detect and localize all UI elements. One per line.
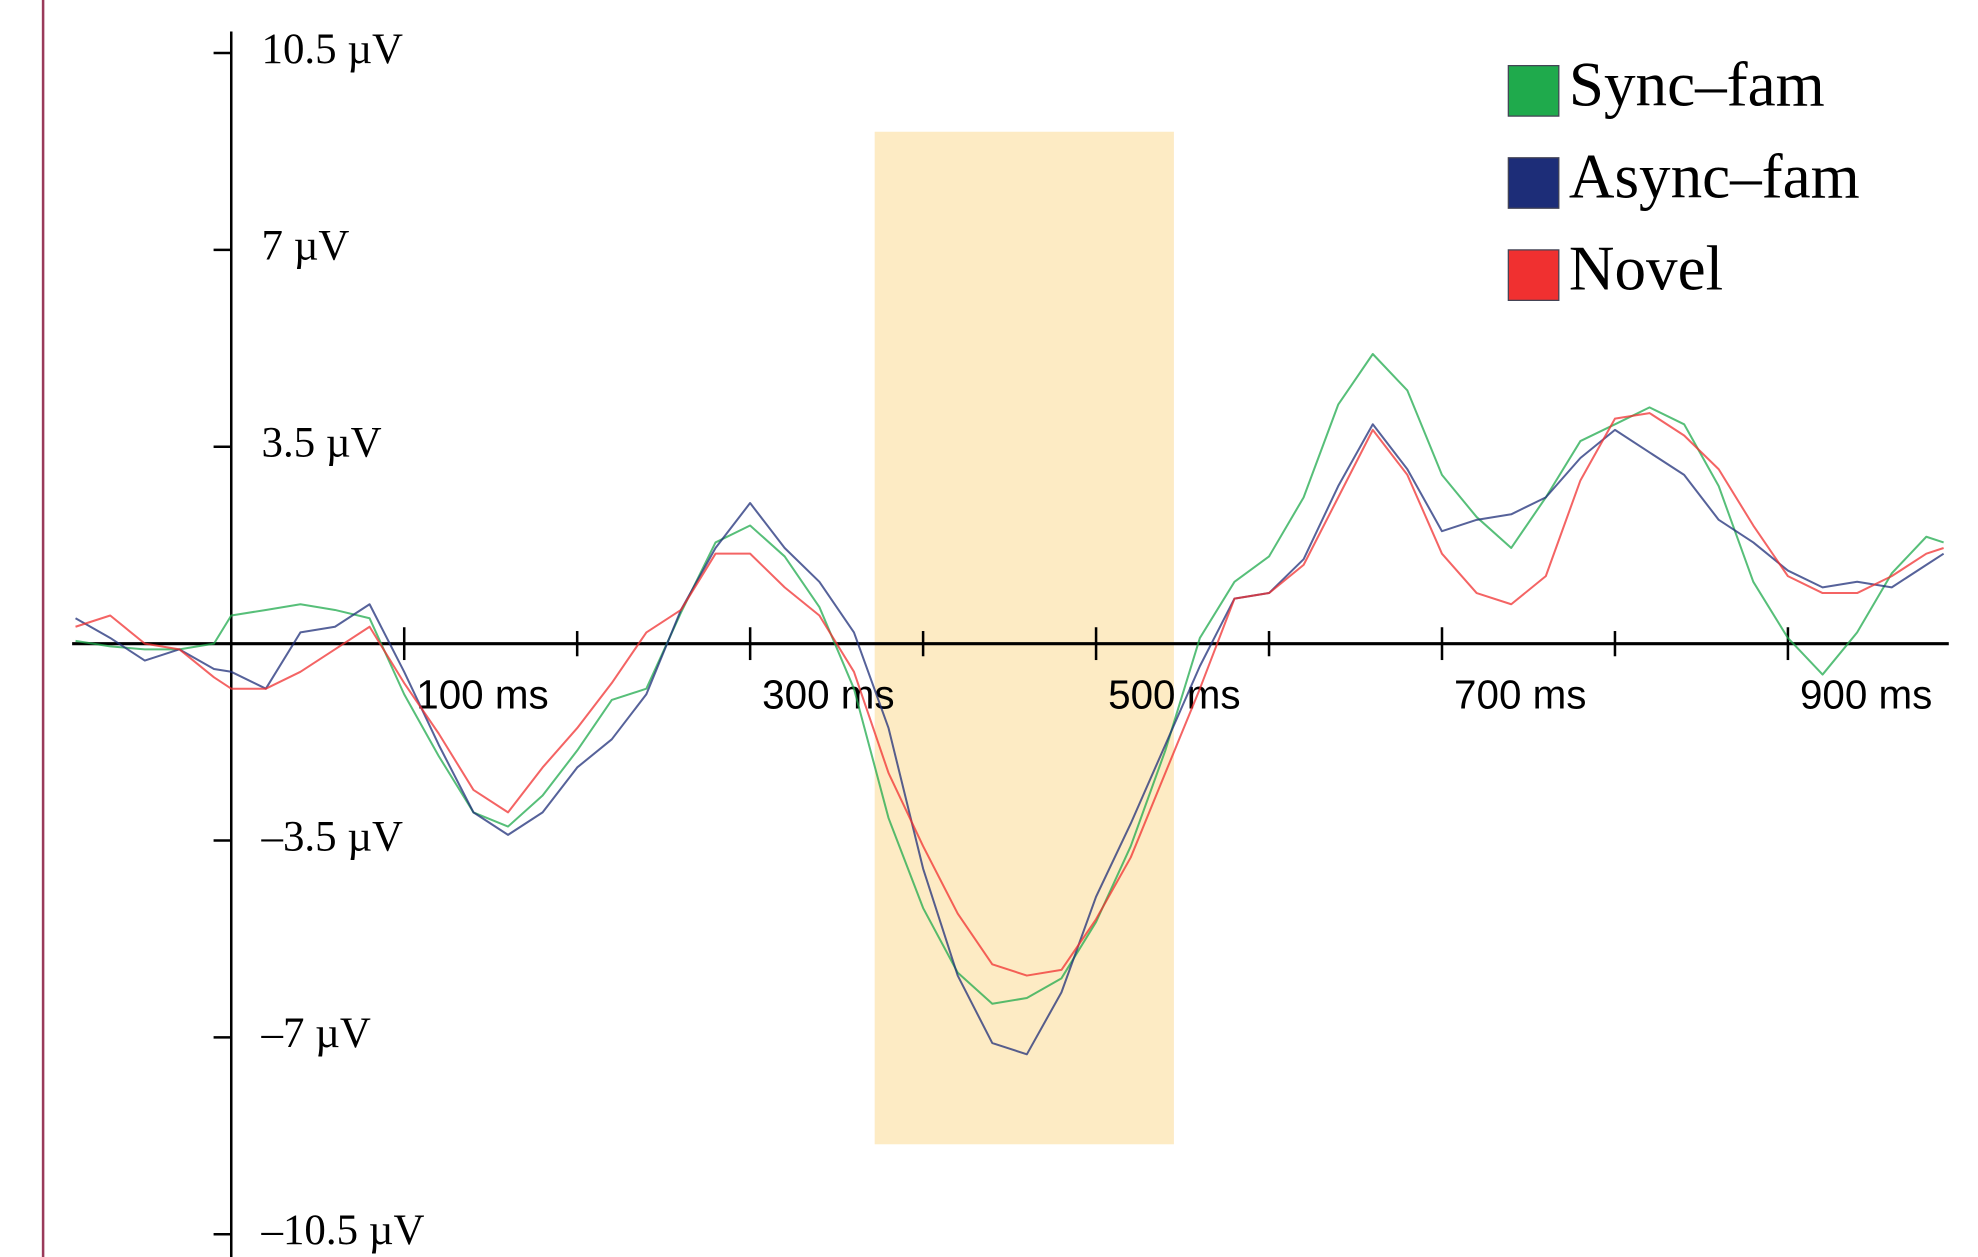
line-layer <box>75 352 1945 1056</box>
y-tick-label: –3.5 µV <box>261 813 403 860</box>
x-tick-label: 300 ms <box>762 672 894 718</box>
shade-layer <box>874 131 1174 1145</box>
x-tick-label: 100 ms <box>416 672 548 718</box>
series-line <box>75 423 1945 1056</box>
legend-label: Novel <box>1569 234 1723 304</box>
legend-swatch <box>1507 249 1560 301</box>
y-tick-label: 7 µV <box>262 223 350 270</box>
legend-swatch <box>1507 64 1560 117</box>
x-tick-label: 500 ms <box>1108 672 1240 718</box>
legend-label: Sync–fam <box>1569 49 1825 119</box>
axis-layer: 10.5 µV 7 µV 3.5 µV –3.5 µV –7 µV –10.5 µV 100… <box>72 26 1949 1257</box>
y-tick-label: –10.5 µV <box>261 1207 425 1254</box>
y-tick-label: 10.5 µV <box>262 26 403 73</box>
x-tick-label: 700 ms <box>1454 672 1586 718</box>
legend: Sync–fam Async–fam Novel <box>1507 49 1860 304</box>
series-line <box>75 352 1944 1005</box>
legend-label: Async–fam <box>1569 141 1860 211</box>
x-tick-label: 900 ms <box>1800 672 1932 718</box>
legend-swatch <box>1507 157 1560 209</box>
series-line <box>75 412 1944 977</box>
highlight-window <box>874 131 1174 1145</box>
y-tick-label: –7 µV <box>261 1010 371 1057</box>
y-tick-label: 3.5 µV <box>262 420 382 467</box>
